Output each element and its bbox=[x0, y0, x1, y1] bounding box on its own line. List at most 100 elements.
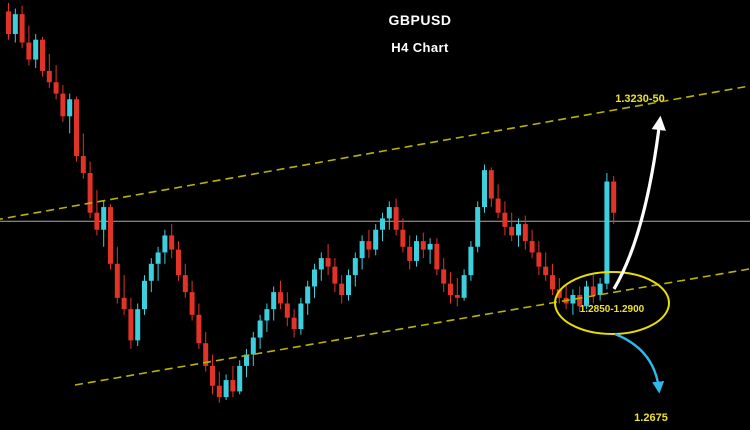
candle bbox=[516, 218, 521, 247]
candle bbox=[6, 2, 11, 40]
candle bbox=[216, 371, 222, 403]
candle bbox=[318, 252, 324, 281]
candle bbox=[325, 243, 331, 276]
candle bbox=[366, 229, 372, 259]
candle bbox=[475, 201, 481, 253]
candle bbox=[570, 289, 576, 315]
candle bbox=[189, 280, 195, 321]
candle bbox=[522, 215, 528, 250]
candle bbox=[332, 258, 338, 293]
candle bbox=[502, 201, 508, 236]
candle bbox=[121, 275, 127, 315]
candle bbox=[400, 218, 406, 253]
candle bbox=[278, 280, 283, 310]
candle bbox=[291, 309, 297, 338]
candle bbox=[584, 280, 589, 310]
downside-target-label: 1.2675 bbox=[634, 412, 668, 424]
candle bbox=[108, 204, 113, 270]
candle bbox=[550, 263, 555, 295]
candle bbox=[407, 235, 413, 270]
candles-layer bbox=[6, 2, 617, 403]
candle bbox=[543, 252, 549, 281]
candle bbox=[597, 277, 603, 301]
support-zone-label: 1.2850-1.2900 bbox=[579, 304, 645, 315]
bullish-arrow bbox=[612, 115, 666, 290]
candle bbox=[611, 175, 617, 225]
candle bbox=[434, 238, 440, 276]
candle bbox=[590, 275, 596, 304]
candle bbox=[142, 275, 147, 315]
candle bbox=[40, 36, 45, 77]
candle bbox=[373, 224, 379, 256]
resistance-label: 1.3230-50 bbox=[615, 93, 665, 105]
lower-trendline bbox=[74, 268, 750, 386]
candle bbox=[250, 331, 256, 366]
candle bbox=[94, 190, 100, 236]
candle bbox=[529, 229, 535, 259]
candle bbox=[128, 297, 134, 349]
candle bbox=[454, 277, 460, 307]
candle bbox=[60, 85, 66, 122]
candle bbox=[448, 272, 453, 304]
upper-trendline bbox=[0, 85, 750, 220]
candle bbox=[284, 292, 290, 327]
candle bbox=[101, 201, 107, 247]
candle bbox=[67, 93, 73, 134]
candle bbox=[46, 53, 52, 88]
candle bbox=[33, 34, 39, 69]
candle bbox=[196, 303, 202, 349]
bearish-arrow bbox=[614, 332, 665, 394]
candle bbox=[312, 263, 317, 298]
candle bbox=[482, 164, 487, 213]
candle bbox=[305, 280, 311, 315]
candle bbox=[87, 161, 93, 219]
candle bbox=[53, 65, 59, 100]
candle bbox=[148, 258, 154, 293]
candle bbox=[176, 241, 181, 281]
candle bbox=[74, 96, 79, 162]
candle bbox=[182, 263, 188, 298]
candle bbox=[359, 235, 365, 270]
candle bbox=[604, 173, 610, 290]
candle bbox=[210, 354, 215, 395]
candle bbox=[169, 224, 175, 259]
candle bbox=[162, 229, 168, 264]
candle bbox=[414, 235, 419, 267]
candle bbox=[80, 133, 86, 179]
candle bbox=[441, 258, 447, 293]
chart-title: GBPUSD bbox=[388, 12, 452, 28]
candle bbox=[393, 198, 399, 236]
candle bbox=[26, 25, 32, 66]
candle bbox=[346, 269, 351, 301]
candle bbox=[427, 238, 433, 264]
candle bbox=[298, 297, 304, 335]
candle bbox=[223, 374, 229, 400]
candle bbox=[12, 8, 18, 43]
candle bbox=[577, 286, 583, 313]
chart-subtitle: H4 Chart bbox=[391, 40, 449, 55]
candle bbox=[203, 331, 209, 372]
candle bbox=[257, 314, 263, 349]
candle bbox=[468, 241, 474, 281]
candle bbox=[264, 303, 270, 332]
candle bbox=[380, 212, 385, 242]
candle bbox=[339, 275, 345, 304]
candle bbox=[237, 360, 243, 395]
candle bbox=[155, 246, 161, 281]
candle bbox=[488, 167, 494, 208]
candle bbox=[352, 252, 358, 287]
candle bbox=[536, 241, 542, 276]
candle bbox=[386, 201, 392, 230]
candle bbox=[230, 365, 236, 398]
candle bbox=[420, 232, 426, 259]
candle bbox=[135, 303, 141, 347]
candle bbox=[509, 212, 515, 242]
candle bbox=[495, 184, 501, 219]
candle bbox=[244, 348, 249, 378]
candle bbox=[461, 269, 467, 301]
support-zone-ellipse bbox=[554, 271, 670, 335]
candle bbox=[271, 286, 277, 321]
candle bbox=[114, 246, 120, 304]
